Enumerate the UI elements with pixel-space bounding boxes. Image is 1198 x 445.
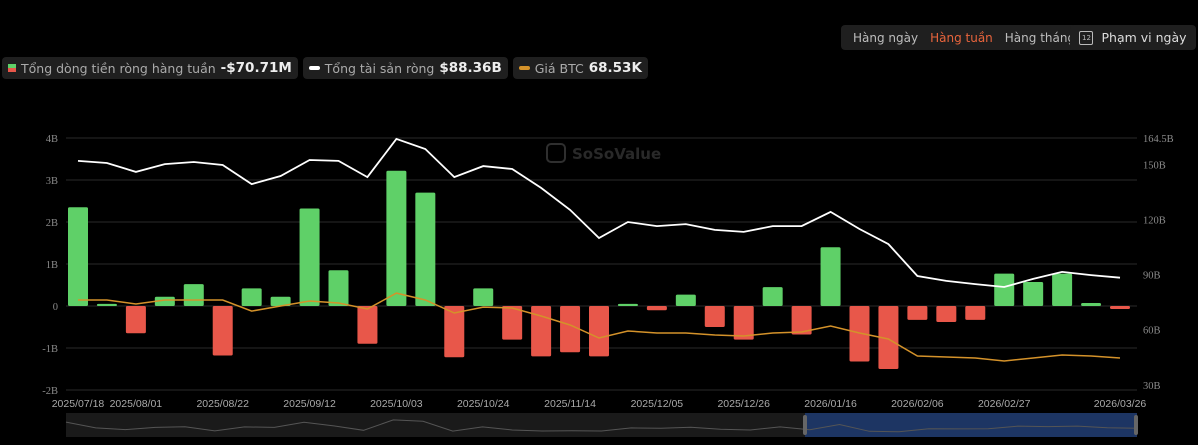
x-tick: 2025/08/01 <box>110 398 163 410</box>
period-weekly[interactable]: Hàng tuần <box>930 30 993 45</box>
x-tick: 2025/08/22 <box>196 398 249 410</box>
flow-bar <box>1081 303 1102 306</box>
flow-bar <box>646 306 667 311</box>
calendar-icon: 12 <box>1079 30 1094 45</box>
line-swatch-icon <box>308 66 320 70</box>
flow-bar <box>791 306 812 335</box>
flow-bar <box>241 288 262 306</box>
flow-bar <box>762 287 783 306</box>
flow-bar <box>154 296 175 306</box>
y-tick-left: 3B <box>46 176 58 187</box>
y-tick-left: 1B <box>46 260 58 271</box>
flow-bar <box>560 306 581 353</box>
bar-swatch-icon <box>8 64 16 72</box>
flow-bar <box>589 306 609 357</box>
total-assets-line <box>77 137 1121 288</box>
flow-bar <box>878 306 899 369</box>
period-toggle: Hàng ngày Hàng tuần Hàng tháng <box>841 25 1088 50</box>
navigator-selection <box>805 413 1137 437</box>
y-tick-left: 4B <box>46 134 58 145</box>
flow-bar <box>299 208 320 306</box>
y-tick-right: 90B <box>1143 271 1161 282</box>
sosovalue-logo-icon <box>546 143 566 163</box>
legend-value: 68.53K <box>588 60 642 76</box>
flow-bar <box>994 273 1015 306</box>
x-tick: 2026/02/27 <box>978 398 1031 410</box>
date-range-button[interactable]: 12 Phạm vi ngày <box>1070 25 1196 50</box>
flow-bar <box>212 306 233 356</box>
legend-label: Tổng dòng tiền ròng hàng tuần <box>21 60 216 76</box>
navigator-handle-left <box>803 415 807 435</box>
flow-bar <box>183 284 204 306</box>
x-tick: 2025/12/05 <box>631 398 684 410</box>
x-tick: 2026/01/16 <box>804 398 857 410</box>
flow-bar <box>328 270 349 306</box>
flow-bar <box>733 306 754 340</box>
period-monthly[interactable]: Hàng tháng <box>1004 30 1076 45</box>
period-daily[interactable]: Hàng ngày <box>853 30 919 45</box>
watermark-text: SoSoValue <box>572 145 661 163</box>
flow-bar <box>704 306 725 327</box>
x-tick: 2026/03/26 <box>1094 398 1147 410</box>
line-swatch-icon <box>518 66 530 70</box>
y-tick-left: -1B <box>42 344 58 355</box>
legend-item-weekly-flow[interactable]: Tổng dòng tiền ròng hàng tuần -$70.71M <box>2 57 298 79</box>
y-tick-right: 120B <box>1143 216 1166 227</box>
navigator-handle-right <box>1134 415 1138 435</box>
legend-value: -$70.71M <box>220 60 292 76</box>
watermark: SoSoValue <box>546 143 661 163</box>
y-tick-left: -2B <box>42 386 58 397</box>
x-tick: 2025/07/18 <box>52 398 105 410</box>
date-range-label: Phạm vi ngày <box>1101 30 1187 45</box>
navigator[interactable] <box>65 413 1138 437</box>
y-tick-right: 150B <box>1143 161 1166 172</box>
flow-bar <box>444 306 465 358</box>
legend: Tổng dòng tiền ròng hàng tuần -$70.71M T… <box>2 57 648 79</box>
flow-bar <box>617 303 638 306</box>
y-tick-right: 30B <box>1143 381 1161 392</box>
flow-bar <box>473 288 494 306</box>
legend-value: $88.36B <box>439 60 502 76</box>
navigator-line <box>65 419 1138 433</box>
x-tick: 2025/09/12 <box>283 398 336 410</box>
flow-bar <box>675 294 696 306</box>
flow-bar <box>502 306 523 340</box>
flow-bar <box>125 306 146 334</box>
flow-bar <box>386 170 407 306</box>
flow-bar <box>907 306 928 320</box>
x-tick: 2025/10/03 <box>370 398 423 410</box>
flow-bar <box>936 306 957 322</box>
flow-bar <box>531 306 552 357</box>
x-tick: 2025/10/24 <box>457 398 510 410</box>
flow-bar <box>357 306 378 344</box>
y-tick-right: 60B <box>1143 326 1161 337</box>
flow-bar <box>1023 282 1044 306</box>
flow-bar <box>1052 273 1073 306</box>
btc-price-line <box>78 292 1121 362</box>
flow-bar <box>270 296 291 306</box>
y-tick-left: 2B <box>46 218 58 229</box>
y-tick-right: 164.5B <box>1143 134 1174 145</box>
legend-label: Tổng tài sản ròng <box>324 60 435 76</box>
legend-item-btc-price[interactable]: Giá BTC 68.53K <box>512 57 648 79</box>
flow-bar <box>68 207 88 306</box>
flow-bar <box>1110 306 1130 309</box>
x-tick: 2025/11/14 <box>544 398 596 410</box>
legend-item-total-assets[interactable]: Tổng tài sản ròng $88.36B <box>302 57 508 79</box>
flow-bar <box>965 306 986 320</box>
y-tick-left: 0 <box>53 302 58 313</box>
flow-bar <box>415 192 436 306</box>
x-tick: 2025/12/26 <box>717 398 770 410</box>
flow-bar <box>96 303 117 306</box>
x-tick: 2026/02/06 <box>891 398 944 410</box>
legend-label: Giá BTC <box>534 60 584 76</box>
flow-bar <box>820 247 841 306</box>
